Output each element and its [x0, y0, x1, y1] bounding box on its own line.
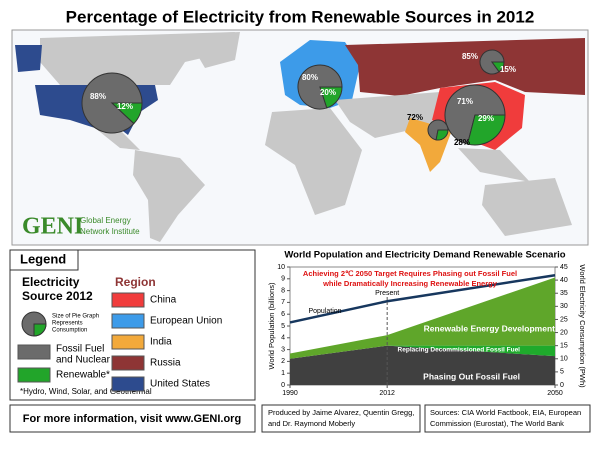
land — [265, 108, 362, 215]
x-tick-label: 2050 — [547, 390, 563, 397]
pie-renewable — [319, 86, 343, 109]
chart-subtitle: Achieving 2℃ 2050 Target Requires Phasin… — [303, 269, 517, 278]
credits: Produced by Jaime Alvarez, Quentin Gregg… — [268, 408, 414, 417]
y-tick-label: 7 — [281, 299, 285, 306]
y2-tick-label: 45 — [560, 264, 568, 271]
legend-label: and Nuclear — [56, 355, 111, 366]
land — [482, 178, 572, 236]
legend-label: Fossil Fuel — [56, 344, 104, 355]
annotation: Present — [375, 290, 399, 297]
pie-label: 28% — [454, 138, 470, 147]
sources: Sources: CIA World Factbook, EIA, Europe… — [430, 408, 581, 417]
legend-pie-note: Consumption — [52, 328, 87, 334]
series-label: Replacing Decommissioned Fossil Fuel — [398, 347, 521, 354]
y-axis-label: World Population (billions) — [267, 282, 276, 369]
legend-swatch — [17, 367, 51, 383]
line — [289, 274, 556, 324]
y2-tick-label: 0 — [560, 382, 564, 389]
legend-swatch — [111, 376, 145, 392]
pie-label: 20% — [320, 88, 336, 97]
y2-tick-label: 40 — [560, 277, 568, 284]
legend-label: United States — [150, 379, 210, 390]
x-tick-label: 2012 — [379, 390, 395, 397]
y2-axis-label: World Electricity Consumption (PWh) — [578, 264, 587, 388]
land — [40, 32, 235, 85]
y2-tick-label: 10 — [560, 356, 568, 363]
y-tick-label: 4 — [281, 335, 285, 342]
region-us — [15, 45, 42, 72]
series-label: Phasing Out Fossil Fuel — [423, 371, 520, 381]
legend-pie-note: Size of Pie Graph — [52, 314, 99, 320]
legend-header — [9, 249, 79, 271]
pie-label: 80% — [302, 73, 318, 82]
y2-tick-label: 20 — [560, 329, 568, 336]
y2-tick-label: 25 — [560, 316, 568, 323]
legend-swatch — [111, 334, 145, 350]
legend-region-title: Region — [115, 275, 156, 289]
y2-tick-label: 5 — [560, 369, 564, 376]
region-russia — [345, 38, 585, 96]
info[interactable]: For more information, visit www.GENI.org — [23, 413, 241, 425]
legend-swatch — [111, 313, 145, 329]
legend-swatch — [17, 344, 51, 360]
legend-pie-note: Represents — [52, 321, 83, 327]
legend-label: India — [150, 337, 172, 348]
area — [290, 345, 555, 359]
pie-label: 85% — [462, 52, 478, 61]
pie-label: 12% — [117, 102, 133, 111]
y-tick-label: 10 — [277, 264, 285, 271]
land — [458, 148, 530, 182]
chart-title: World Population and Electricity Demand … — [284, 250, 565, 261]
legend-swatch — [111, 292, 145, 308]
legend-pie-title: Electricity — [22, 275, 80, 289]
area — [290, 277, 555, 359]
logo-name: Global Energy — [80, 216, 131, 225]
pie-label: 15% — [500, 65, 516, 74]
y-tick-label: 5 — [281, 323, 285, 330]
credits: and Dr. Raymond Moberly — [268, 419, 355, 428]
x-tick-label: 1990 — [282, 390, 298, 397]
pie-label: 72% — [407, 113, 423, 122]
y-tick-label: 0 — [281, 382, 285, 389]
y-tick-label: 1 — [281, 370, 285, 377]
logo-name: Network Institute — [80, 227, 140, 236]
sources-box — [424, 404, 591, 433]
y2-tick-label: 15 — [560, 343, 568, 350]
pie-label: 29% — [478, 114, 494, 123]
y2-tick-label: 30 — [560, 303, 568, 310]
credits-box — [261, 404, 421, 433]
legend-label: Renewable* — [56, 370, 110, 381]
y-tick-label: 2 — [281, 358, 285, 365]
y-tick-label: 8 — [281, 287, 285, 294]
pie-label: 88% — [90, 92, 106, 101]
legend-pie-title: Source 2012 — [22, 289, 93, 303]
legend-footnote: *Hydro, Wind, Solar, and Geothermal — [20, 387, 152, 396]
land — [133, 150, 205, 242]
land — [185, 32, 240, 68]
chart-subtitle: while Dramatically Increasing Renewable … — [322, 279, 498, 288]
legend-label: Russia — [150, 358, 181, 369]
legend-pie-sample — [33, 323, 47, 337]
legend-label: European Union — [150, 316, 222, 327]
pie-renewable — [110, 102, 143, 125]
legend-label: China — [150, 295, 177, 306]
y-tick-label: 9 — [281, 276, 285, 283]
y-tick-label: 3 — [281, 346, 285, 353]
legend-swatch — [111, 355, 145, 371]
legend-title: Legend — [20, 251, 66, 266]
sources: Commission (Eurostat), The World Bank — [430, 419, 564, 428]
series-label: Renewable Energy Development — [424, 323, 555, 333]
title: Percentage of Electricity from Renewable… — [66, 7, 535, 26]
y2-tick-label: 35 — [560, 290, 568, 297]
pie-label: 71% — [457, 97, 473, 106]
area — [290, 345, 555, 385]
y-tick-label: 6 — [281, 311, 285, 318]
info-box — [9, 404, 256, 433]
pie-renewable — [435, 129, 449, 141]
logo-mark: GENI — [22, 214, 83, 240]
pie-renewable — [466, 114, 506, 146]
pie-renewable — [491, 61, 505, 73]
series-label: Population — [308, 308, 341, 315]
